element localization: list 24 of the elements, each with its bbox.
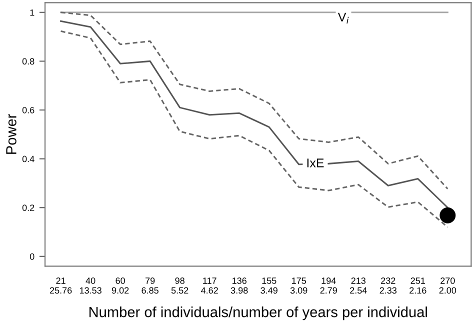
x-tick-label: 136 3.98 [230, 278, 248, 294]
y-tick-label: 0 [30, 253, 34, 260]
x-axis-title: Number of individuals/number of years per individual [89, 306, 427, 320]
y-tick-label: 0.8 [22, 58, 34, 65]
x-tick-label: 60 9.02 [112, 278, 129, 294]
x-tick-label: 117 4.62 [201, 278, 218, 294]
x-tick-label: 232 2.33 [380, 278, 397, 294]
x-tick-label: 213 2.54 [350, 278, 367, 294]
y-axis-title: Power [6, 114, 16, 154]
x-tick-label: 270 2.00 [439, 278, 456, 294]
x-tick-label: 40 13.53 [80, 278, 102, 294]
series-label: IxE [307, 158, 324, 168]
x-tick-label: 251 2.16 [410, 278, 426, 294]
x-tick-label: 98 5.52 [171, 278, 188, 294]
x-tick-label: 79 6.85 [142, 278, 158, 294]
x-tick-label: 155 3.49 [260, 278, 278, 294]
x-tick-label: 175 3.09 [290, 278, 308, 294]
series-label: V$_{i}$ [338, 12, 349, 24]
y-tick-label: 0.2 [22, 204, 34, 211]
y-tick-label: 1 [30, 9, 34, 16]
y-tick-label: 0.6 [22, 106, 34, 114]
x-tick-label: 194 2.79 [320, 278, 337, 294]
y-tick-label: 0.4 [22, 156, 34, 162]
x-tick-label: 21 25.76 [50, 278, 72, 294]
